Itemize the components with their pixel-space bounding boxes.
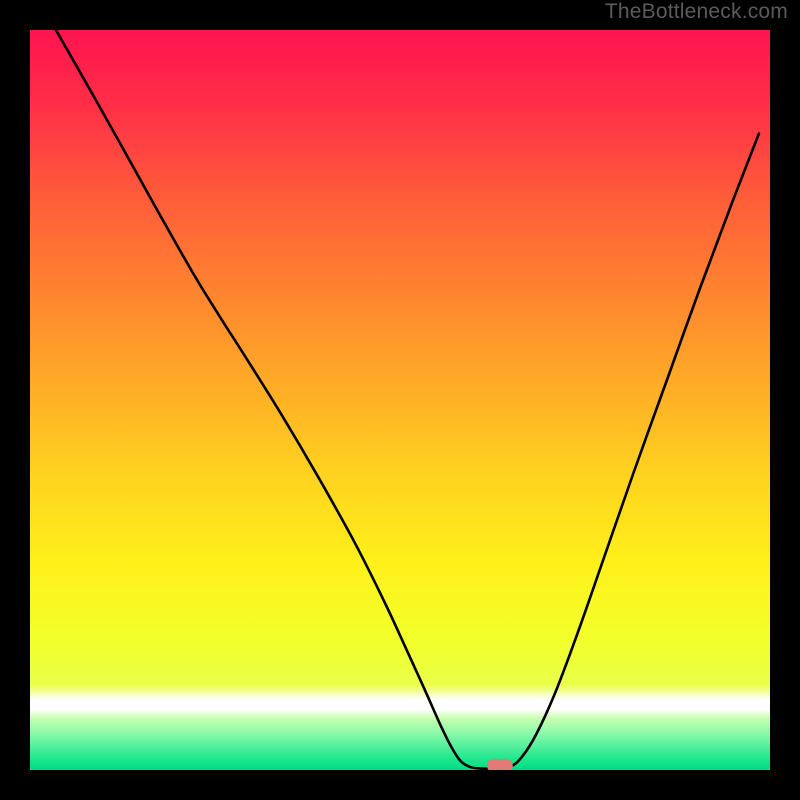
plot-area (30, 30, 770, 770)
bottleneck-curve-chart (30, 30, 770, 770)
source-watermark: TheBottleneck.com (605, 0, 788, 24)
optimal-point-marker (487, 759, 513, 770)
chart-frame: TheBottleneck.com (0, 0, 800, 800)
